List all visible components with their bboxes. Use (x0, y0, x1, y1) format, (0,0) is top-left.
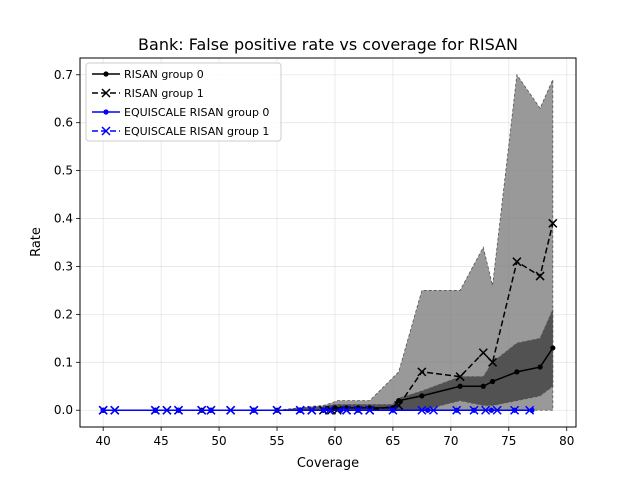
legend-items: RISAN group 0 RISAN group 1 EQUISCALE RISA… (92, 68, 269, 138)
data-point (98, 405, 108, 415)
data-point (272, 405, 282, 415)
data-point (525, 405, 535, 415)
data-point (492, 405, 502, 415)
y-tick-label: 0.5 (54, 164, 73, 178)
data-point (488, 357, 498, 367)
x-tick-label: 65 (385, 434, 400, 448)
legend-label: RISAN group 0 (124, 68, 204, 81)
x-tick-label: 75 (501, 434, 516, 448)
x-tick-label: 70 (443, 434, 458, 448)
data-point (452, 405, 462, 415)
data-point (173, 405, 184, 415)
data-point (417, 367, 427, 377)
data-point (510, 405, 520, 415)
legend-label: EQUISCALE RISAN group 0 (124, 106, 269, 119)
data-point (162, 405, 172, 415)
legend-marker (101, 88, 111, 98)
legend-marker (103, 71, 109, 77)
y-axis-label: Rate (29, 227, 44, 257)
data-point (489, 378, 496, 385)
data-point (548, 218, 558, 228)
data-point (365, 405, 375, 415)
series-layer (98, 218, 558, 415)
data-point (428, 405, 438, 415)
data-point (512, 257, 522, 267)
y-tick-label: 0.1 (54, 355, 73, 369)
data-point (197, 405, 207, 415)
data-point (110, 405, 120, 415)
data-point (226, 405, 236, 415)
legend-label: RISAN group 1 (124, 87, 204, 100)
legend-item: EQUISCALE RISAN group 1 (92, 125, 269, 138)
data-point (419, 393, 425, 399)
plot-frame (79, 57, 577, 428)
x-tick-label: 50 (211, 434, 226, 448)
data-point (535, 271, 545, 281)
y-tick-label: 0.4 (54, 212, 73, 226)
data-point (324, 405, 334, 415)
chart-title: Bank: False positive rate vs coverage fo… (138, 35, 518, 54)
data-point (478, 348, 488, 358)
legend-marker (103, 109, 109, 115)
data-point (396, 398, 402, 404)
data-point (353, 405, 363, 415)
data-point (550, 345, 556, 351)
data-point (249, 405, 259, 415)
data-point (388, 405, 398, 415)
x-tick-label: 40 (96, 434, 111, 448)
data-point (481, 405, 491, 415)
data-point (342, 405, 352, 415)
legend-marker (101, 126, 111, 136)
y-tick-label: 0.0 (54, 403, 73, 417)
legend-item: EQUISCALE RISAN group 0 (92, 106, 269, 119)
x-axis-label: Coverage (297, 456, 359, 471)
y-tick-label: 0.2 (54, 307, 73, 321)
data-point (514, 369, 520, 375)
x-tick-label: 55 (269, 434, 284, 448)
data-point (455, 372, 465, 382)
series-group (98, 405, 535, 415)
legend: RISAN group 0 RISAN group 1 EQUISCALE RISA… (85, 62, 282, 142)
x-tick-label: 80 (559, 434, 574, 448)
legend-box (85, 62, 282, 142)
data-point (537, 364, 543, 370)
data-point (307, 405, 317, 415)
legend-item: RISAN group 0 (92, 68, 204, 81)
x-tick-label: 45 (153, 434, 168, 448)
data-point (295, 405, 305, 415)
data-point (469, 405, 479, 415)
x-tick-label: 60 (327, 434, 342, 448)
data-point (417, 405, 427, 415)
data-point (457, 383, 463, 389)
data-point (150, 405, 160, 415)
y-tick-label: 0.7 (54, 68, 73, 82)
data-point (206, 405, 216, 415)
legend-label: EQUISCALE RISAN group 1 (124, 125, 269, 138)
y-tick-label: 0.3 (54, 259, 73, 273)
axis-layer: 40 45 50 55 60 65 70 75 80 0.0 0.1 0.2 0.3 0.4 0.5 0.6 0… (54, 68, 574, 448)
y-tick-label: 0.6 (54, 116, 73, 130)
data-point (480, 383, 486, 389)
legend-item: RISAN group 1 (92, 87, 204, 100)
